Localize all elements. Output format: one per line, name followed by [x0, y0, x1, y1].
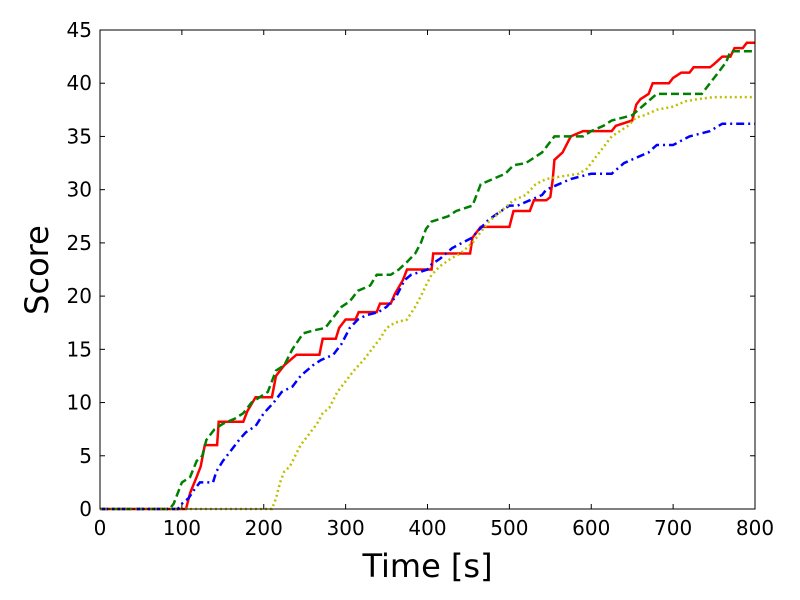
x-axis-label: Time [s]	[361, 547, 492, 585]
y-tick-label: 20	[67, 284, 92, 308]
y-tick-label: 10	[67, 391, 92, 415]
series-line-2	[100, 50, 755, 511]
series-layer	[100, 41, 755, 511]
x-tick-label: 500	[490, 516, 528, 540]
x-tick-label: 700	[654, 516, 692, 540]
y-tick-label: 40	[67, 71, 92, 95]
tick-layer: 0 100 200 300 400 500 600 700 800 0 5 10 15 20 25 30 35 4…	[67, 18, 775, 540]
x-tick-label: 300	[327, 516, 365, 540]
y-tick-label: 0	[79, 497, 92, 521]
y-axis-label: Score	[18, 225, 56, 315]
x-tick-label: 400	[408, 516, 446, 540]
y-tick-label: 35	[67, 124, 92, 148]
y-tick-label: 5	[79, 444, 92, 468]
y-tick-label: 15	[67, 337, 92, 361]
x-tick-label: 200	[245, 516, 283, 540]
series-line-1	[100, 41, 755, 511]
y-tick-label: 25	[67, 231, 92, 255]
y-tick-label: 45	[67, 18, 92, 42]
series-line-3	[100, 122, 755, 511]
x-tick-label: 800	[736, 516, 774, 540]
x-tick-label: 0	[94, 516, 107, 540]
x-tick-label: 100	[163, 516, 201, 540]
x-tick-label: 600	[572, 516, 610, 540]
y-tick-label: 30	[67, 178, 92, 202]
